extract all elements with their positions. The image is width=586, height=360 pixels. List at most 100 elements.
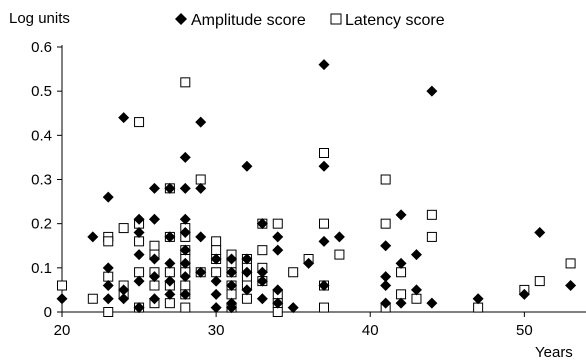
latency-score-point: [164, 298, 175, 309]
legend: Amplitude score Latency score: [175, 12, 445, 29]
amplitude-score-point: [87, 231, 99, 243]
latency-score-point: [103, 236, 114, 247]
amplitude-score-point: [133, 213, 145, 225]
amplitude-score-point: [256, 293, 268, 305]
amplitude-score-point: [179, 257, 191, 269]
latency-score-point: [334, 249, 345, 260]
latency-score-point: [103, 307, 114, 317]
y-tick-label: 0: [44, 304, 52, 321]
latency-score-point: [180, 77, 191, 88]
latency-score-point: [473, 302, 484, 313]
amplitude-score-point: [118, 284, 130, 296]
latency-score-point: [195, 174, 206, 185]
x-tick-label: 40: [362, 322, 379, 339]
latency-score-point: [380, 174, 391, 185]
amplitude-score-point: [133, 302, 145, 314]
amplitude-score-point: [133, 249, 145, 261]
legend-amplitude-marker: [175, 13, 187, 25]
amplitude-score-point: [272, 244, 284, 256]
amplitude-score-point: [179, 213, 191, 225]
latency-score-point: [257, 245, 268, 256]
latency-score-point: [565, 258, 576, 269]
latency-score-point: [103, 271, 114, 282]
amplitude-score-point: [210, 302, 222, 314]
amplitude-score-point: [318, 160, 330, 172]
amplitude-score-point: [118, 293, 130, 305]
amplitude-score-point: [102, 280, 114, 291]
x-tick-label: 20: [54, 322, 71, 339]
amplitude-score-point: [56, 293, 68, 305]
amplitude-score-point: [565, 280, 577, 291]
amplitude-score-point: [164, 182, 176, 194]
amplitude-score-point: [380, 297, 392, 309]
latency-score-point: [149, 280, 160, 291]
amplitude-score-point: [195, 231, 207, 243]
amplitude-score-point: [179, 244, 191, 256]
legend-latency-marker: [330, 13, 342, 25]
latency-score-point: [134, 236, 145, 247]
latency-score-point: [426, 231, 437, 242]
amplitude-score-point: [148, 253, 160, 265]
x-axis-label: Years: [535, 344, 573, 360]
amplitude-score-point: [179, 227, 191, 238]
latency-score-point: [396, 267, 407, 278]
amplitude-score-point: [148, 182, 160, 194]
amplitude-score-point: [241, 284, 253, 296]
latency-score-point: [396, 289, 407, 300]
amplitude-score-point: [380, 280, 392, 291]
y-tick-label: 0.2: [31, 216, 52, 233]
amplitude-score-point: [380, 271, 392, 283]
y-axis-ticks: 0 0.1 0.2 0.3 0.4 0.5 0.6: [31, 39, 62, 321]
amplitude-score-point: [395, 257, 407, 269]
amplitude-score-point: [410, 284, 422, 296]
latency-score-point: [134, 117, 145, 128]
latency-score-point: [319, 302, 329, 313]
amplitude-score-point: [318, 235, 330, 247]
latency-score-point: [211, 245, 222, 256]
amplitude-score-point: [256, 266, 268, 278]
latency-score-point: [411, 293, 422, 304]
amplitude-score-point: [318, 59, 330, 71]
x-tick-label: 30: [208, 322, 225, 339]
amplitude-score-point: [518, 288, 530, 300]
legend-latency-label: Latency score: [345, 12, 445, 29]
latency-score-point: [319, 218, 329, 229]
y-tick-label: 0.4: [31, 127, 52, 144]
latency-score-point: [534, 276, 545, 287]
amplitude-score-point: [226, 253, 238, 265]
amplitude-score-point: [318, 280, 330, 291]
x-axis-ticks: 20 30 40 50: [54, 312, 533, 339]
y-tick-label: 0.6: [31, 39, 52, 56]
latency-score-point: [134, 267, 145, 278]
amplitude-score-point: [410, 249, 422, 261]
amplitude-score-point: [148, 213, 160, 225]
amplitude-score-point: [210, 275, 222, 287]
latency-score-point: [272, 307, 283, 317]
amplitude-score-point: [534, 227, 546, 238]
latency-score-point: [319, 148, 329, 158]
amplitude-score-point: [133, 275, 145, 287]
latency-score-point: [180, 280, 191, 291]
amplitude-score-point: [195, 266, 207, 278]
latency-score-point: [57, 280, 67, 291]
amplitude-score-point: [179, 151, 191, 163]
amplitude-score-point: [380, 240, 392, 252]
latency-score-point: [211, 236, 222, 247]
amplitude-score-point: [102, 293, 114, 305]
latency-score-point: [288, 267, 299, 278]
y-tick-label: 0.3: [31, 172, 52, 189]
amplitude-score-point: [195, 116, 207, 128]
amplitude-score-point: [426, 297, 438, 309]
amplitude-score-point: [226, 266, 238, 278]
latency-score-point: [149, 240, 160, 251]
y-tick-label: 0.5: [31, 83, 52, 100]
amplitude-score-point: [179, 182, 191, 194]
amplitude-score-point: [395, 297, 407, 309]
latency-score-point: [87, 293, 98, 304]
x-tick-label: 50: [516, 322, 533, 339]
amplitude-score-point: [272, 297, 284, 309]
amplitude-score-point: [272, 284, 284, 296]
amplitude-score-point: [210, 288, 222, 300]
amplitude-score-point: [179, 271, 191, 283]
